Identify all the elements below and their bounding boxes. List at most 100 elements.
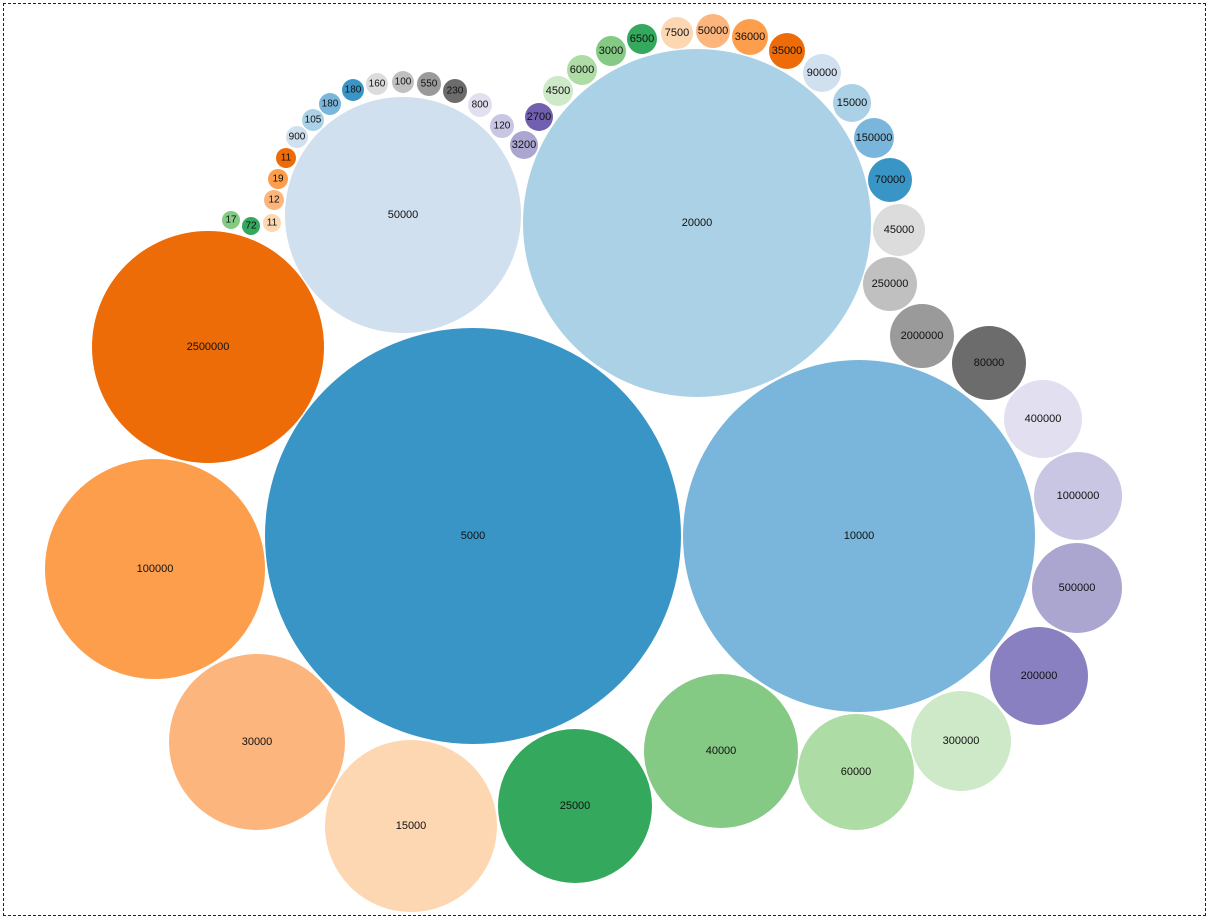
bubble-circle <box>342 79 364 101</box>
bubble-label: 11 <box>281 153 292 164</box>
bubble-label: 160 <box>369 79 386 90</box>
bubble-label: 180 <box>345 85 362 96</box>
bubble-circle <box>490 114 514 138</box>
bubble-circle <box>325 740 497 912</box>
bubble-label: 12 <box>268 195 280 206</box>
bubble-circle <box>510 131 538 159</box>
bubble: 2500000 <box>92 231 324 463</box>
bubble: 50000 <box>285 97 521 333</box>
bubble: 7500 <box>661 17 693 49</box>
bubble-label: 250000 <box>872 278 909 290</box>
bubble-circle <box>769 33 805 69</box>
bubble-circle <box>833 84 871 122</box>
bubble-label: 150000 <box>856 132 893 144</box>
bubble: 550 <box>417 72 441 96</box>
bubble-circle <box>265 328 681 744</box>
bubble: 150000 <box>854 118 894 158</box>
chart-frame: 5000 10000 20000 50000 2500000 100000 30000 150… <box>3 3 1206 916</box>
bubble-circle <box>1034 452 1122 540</box>
bubble: 5000 <box>265 328 681 744</box>
bubble: 500000 <box>1032 543 1122 633</box>
bubble-label: 105 <box>305 115 322 126</box>
bubble-label: 30000 <box>242 736 273 748</box>
bubble-label: 200000 <box>1021 670 1058 682</box>
bubble-label: 25000 <box>560 800 591 812</box>
bubble: 90000 <box>803 54 841 92</box>
bubble-label: 40000 <box>706 745 737 757</box>
bubble-circle <box>567 55 597 85</box>
bubble-label: 400000 <box>1025 413 1062 425</box>
bubble-label: 2000000 <box>901 330 944 342</box>
bubble-label: 5000 <box>461 530 485 542</box>
bubble-circle <box>286 126 308 148</box>
bubble-label: 2500000 <box>187 341 230 353</box>
bubble-circle <box>627 24 657 54</box>
bubble-circle <box>1032 543 1122 633</box>
bubble: 3200 <box>510 131 538 159</box>
bubble-label: 6500 <box>630 33 654 45</box>
bubble: 400000 <box>1004 380 1082 458</box>
bubble: 6500 <box>627 24 657 54</box>
bubble-label: 50000 <box>388 209 419 221</box>
bubble-circle <box>803 54 841 92</box>
bubble: 50000 <box>696 14 730 48</box>
bubble: 11 <box>263 214 281 232</box>
bubble-circle <box>319 93 341 115</box>
bubble: 10000 <box>683 360 1035 712</box>
bubble: 45000 <box>873 204 925 256</box>
bubble-circle <box>890 304 954 368</box>
bubble-circle <box>263 214 281 232</box>
bubble: 15000 <box>325 740 497 912</box>
bubble: 20000 <box>523 49 871 397</box>
bubble: 35000 <box>769 33 805 69</box>
bubble-label: 20000 <box>682 217 713 229</box>
bubble-label: 800 <box>472 100 489 111</box>
bubble-label: 50000 <box>698 25 729 37</box>
bubble: 36000 <box>732 19 768 55</box>
bubble: 12 <box>264 190 284 210</box>
bubble: 1000000 <box>1034 452 1122 540</box>
bubble: 80000 <box>952 326 1026 400</box>
bubble: 6000 <box>567 55 597 85</box>
bubble-circle <box>990 627 1088 725</box>
bubble: 70000 <box>868 158 912 202</box>
bubble: 800 <box>468 93 492 117</box>
bubble-circle <box>302 109 324 131</box>
bubble: 100000 <box>45 459 265 679</box>
bubble: 4500 <box>543 76 573 106</box>
bubble: 60000 <box>798 714 914 830</box>
bubble-chart: 5000 10000 20000 50000 2500000 100000 30000 150… <box>45 14 1122 912</box>
bubble-circle <box>366 73 388 95</box>
bubble-label: 35000 <box>772 45 803 57</box>
bubble-label: 45000 <box>884 224 915 236</box>
bubble: 72 <box>242 217 260 235</box>
bubble-circle <box>92 231 324 463</box>
bubble: 3000 <box>596 36 626 66</box>
bubble-label: 80000 <box>974 357 1005 369</box>
bubble-circle <box>417 72 441 96</box>
bubble-label: 19 <box>272 174 284 185</box>
bubble-label: 60000 <box>841 766 872 778</box>
bubble: 250000 <box>863 257 917 311</box>
bubble-circle <box>169 654 345 830</box>
bubble-label: 36000 <box>735 31 766 43</box>
bubble-circle <box>264 190 284 210</box>
bubble-circle <box>952 326 1026 400</box>
bubble-circle <box>525 103 553 131</box>
bubble-label: 3200 <box>512 139 536 151</box>
bubble: 900 <box>286 126 308 148</box>
bubble: 30000 <box>169 654 345 830</box>
bubble-label: 180 <box>322 99 339 110</box>
bubble-label: 7500 <box>665 27 689 39</box>
bubble: 2700 <box>525 103 553 131</box>
bubble-circle <box>1004 380 1082 458</box>
bubble-circle <box>732 19 768 55</box>
bubble-label: 230 <box>447 86 464 97</box>
bubble-label: 2700 <box>527 111 551 123</box>
bubble-label: 4500 <box>546 85 570 97</box>
bubble: 200000 <box>990 627 1088 725</box>
bubble: 180 <box>342 79 364 101</box>
bubble: 19 <box>268 169 288 189</box>
bubble: 15000 <box>833 84 871 122</box>
bubble-label: 15000 <box>396 820 427 832</box>
